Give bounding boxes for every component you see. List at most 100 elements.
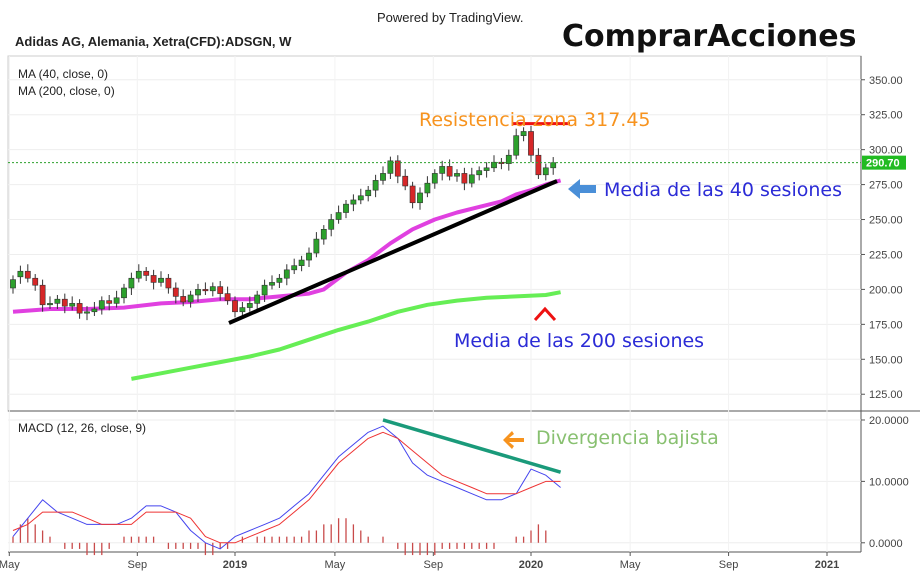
candle-up (320, 229, 327, 240)
candle-up (365, 189, 372, 197)
time-tick-label: 2020 (519, 559, 543, 571)
time-tick-label: May (325, 559, 346, 571)
time-tick-label: Sep (128, 559, 148, 571)
price-badge-label: 290.70 (866, 158, 900, 170)
ma200-legend[interactable]: MA (200, close, 0) (18, 84, 115, 98)
candle-down (217, 286, 224, 294)
time-tick-label: 2021 (815, 559, 839, 571)
ma200-line (131, 290, 561, 381)
candle-down (165, 277, 172, 289)
candle-up (209, 286, 216, 292)
price-tick-label: 225.00 (869, 249, 903, 261)
candle-down (224, 293, 231, 301)
candle-up (454, 173, 460, 177)
candle-up (158, 277, 164, 283)
candle-up (113, 297, 120, 304)
candle-up (84, 311, 90, 314)
macd-pane (12, 418, 562, 556)
arrow-left-icon (568, 179, 596, 199)
macd-tick-label: 10.0000 (869, 476, 909, 488)
candle-up (298, 259, 305, 266)
candle-up (505, 154, 512, 164)
candle-up (372, 180, 379, 191)
candle-down (143, 270, 150, 276)
price-tick-label: 200.00 (869, 284, 903, 296)
time-tick-label: Sep (719, 559, 739, 571)
candle-up (195, 289, 201, 296)
candle-up (91, 308, 98, 313)
candle-up (417, 192, 423, 204)
candle-up (476, 170, 483, 176)
candle-down (150, 275, 157, 283)
candle-up (520, 131, 527, 136)
candle-down (461, 173, 468, 184)
ma200-annotation: Media de las 200 sesiones (454, 330, 704, 352)
candle-up (17, 270, 24, 278)
candle-up (550, 162, 557, 169)
candle-up (335, 212, 342, 220)
price-tick-label: 175.00 (869, 319, 903, 331)
candle-up (121, 287, 127, 299)
candle-down (76, 303, 83, 314)
candle-up (313, 238, 320, 254)
candle-up (306, 252, 312, 261)
ma40-annotation: Media de las 40 sesiones (604, 179, 842, 201)
candle-down (446, 166, 453, 177)
caret-up-icon (533, 306, 557, 322)
candle-up (128, 277, 135, 289)
candle-up (291, 265, 298, 271)
candle-up (269, 282, 275, 286)
powered-by-label: Powered by TradingView. (377, 10, 523, 25)
candle-up (439, 166, 446, 174)
time-tick-label: 2019 (223, 559, 247, 571)
trend-line (228, 179, 558, 325)
candle-up (468, 174, 475, 184)
candle-down (528, 131, 534, 156)
candle-up (261, 284, 268, 296)
candle-up (254, 294, 261, 304)
candle-up (276, 277, 283, 283)
candle-down (32, 277, 39, 286)
candlesticks (10, 125, 557, 321)
candle-up (350, 199, 357, 205)
symbol-title: Adidas AG, Alemania, Xetra(CFD):ADSGN, W (15, 34, 292, 49)
candle-down (394, 160, 401, 177)
price-badge (862, 155, 906, 170)
candle-up (187, 294, 194, 303)
divergence-line (382, 418, 562, 474)
macd-line (12, 425, 561, 550)
candle-up (424, 182, 431, 194)
macd-legend[interactable]: MACD (12, 26, close, 9) (18, 421, 146, 435)
candle-down (232, 300, 238, 313)
time-tick-label: May (0, 559, 20, 571)
ma40-legend[interactable]: MA (40, close, 0) (18, 67, 108, 81)
brand-logo-text: ComprarAcciones (562, 19, 856, 54)
candle-up (483, 167, 490, 171)
candle-down (24, 270, 31, 279)
candle-down (172, 287, 179, 297)
candle-up (343, 203, 349, 213)
candle-up (239, 307, 246, 313)
divergence-annotation: Divergencia bajista (536, 427, 719, 449)
arrow-left-orange-icon (503, 431, 524, 449)
candle-up (47, 303, 53, 306)
time-tick-label: May (620, 559, 641, 571)
price-tick-label: 325.00 (869, 110, 903, 122)
candle-down (202, 289, 209, 292)
candle-up (542, 167, 549, 176)
signal-line (12, 431, 561, 544)
price-tick-label: 150.00 (869, 354, 903, 366)
macd-tick-label: 0.0000 (869, 538, 903, 550)
candle-up (54, 298, 61, 304)
candle-down (180, 296, 187, 303)
candle-down (409, 185, 416, 204)
candle-down (106, 300, 113, 304)
candle-up (328, 219, 335, 230)
candle-up (246, 303, 253, 308)
candle-up (357, 195, 364, 201)
time-tick-label: Sep (424, 559, 444, 571)
candle-up (10, 279, 16, 289)
candle-up (380, 173, 386, 181)
price-tick-label: 125.00 (869, 389, 903, 401)
candle-up (387, 160, 394, 174)
